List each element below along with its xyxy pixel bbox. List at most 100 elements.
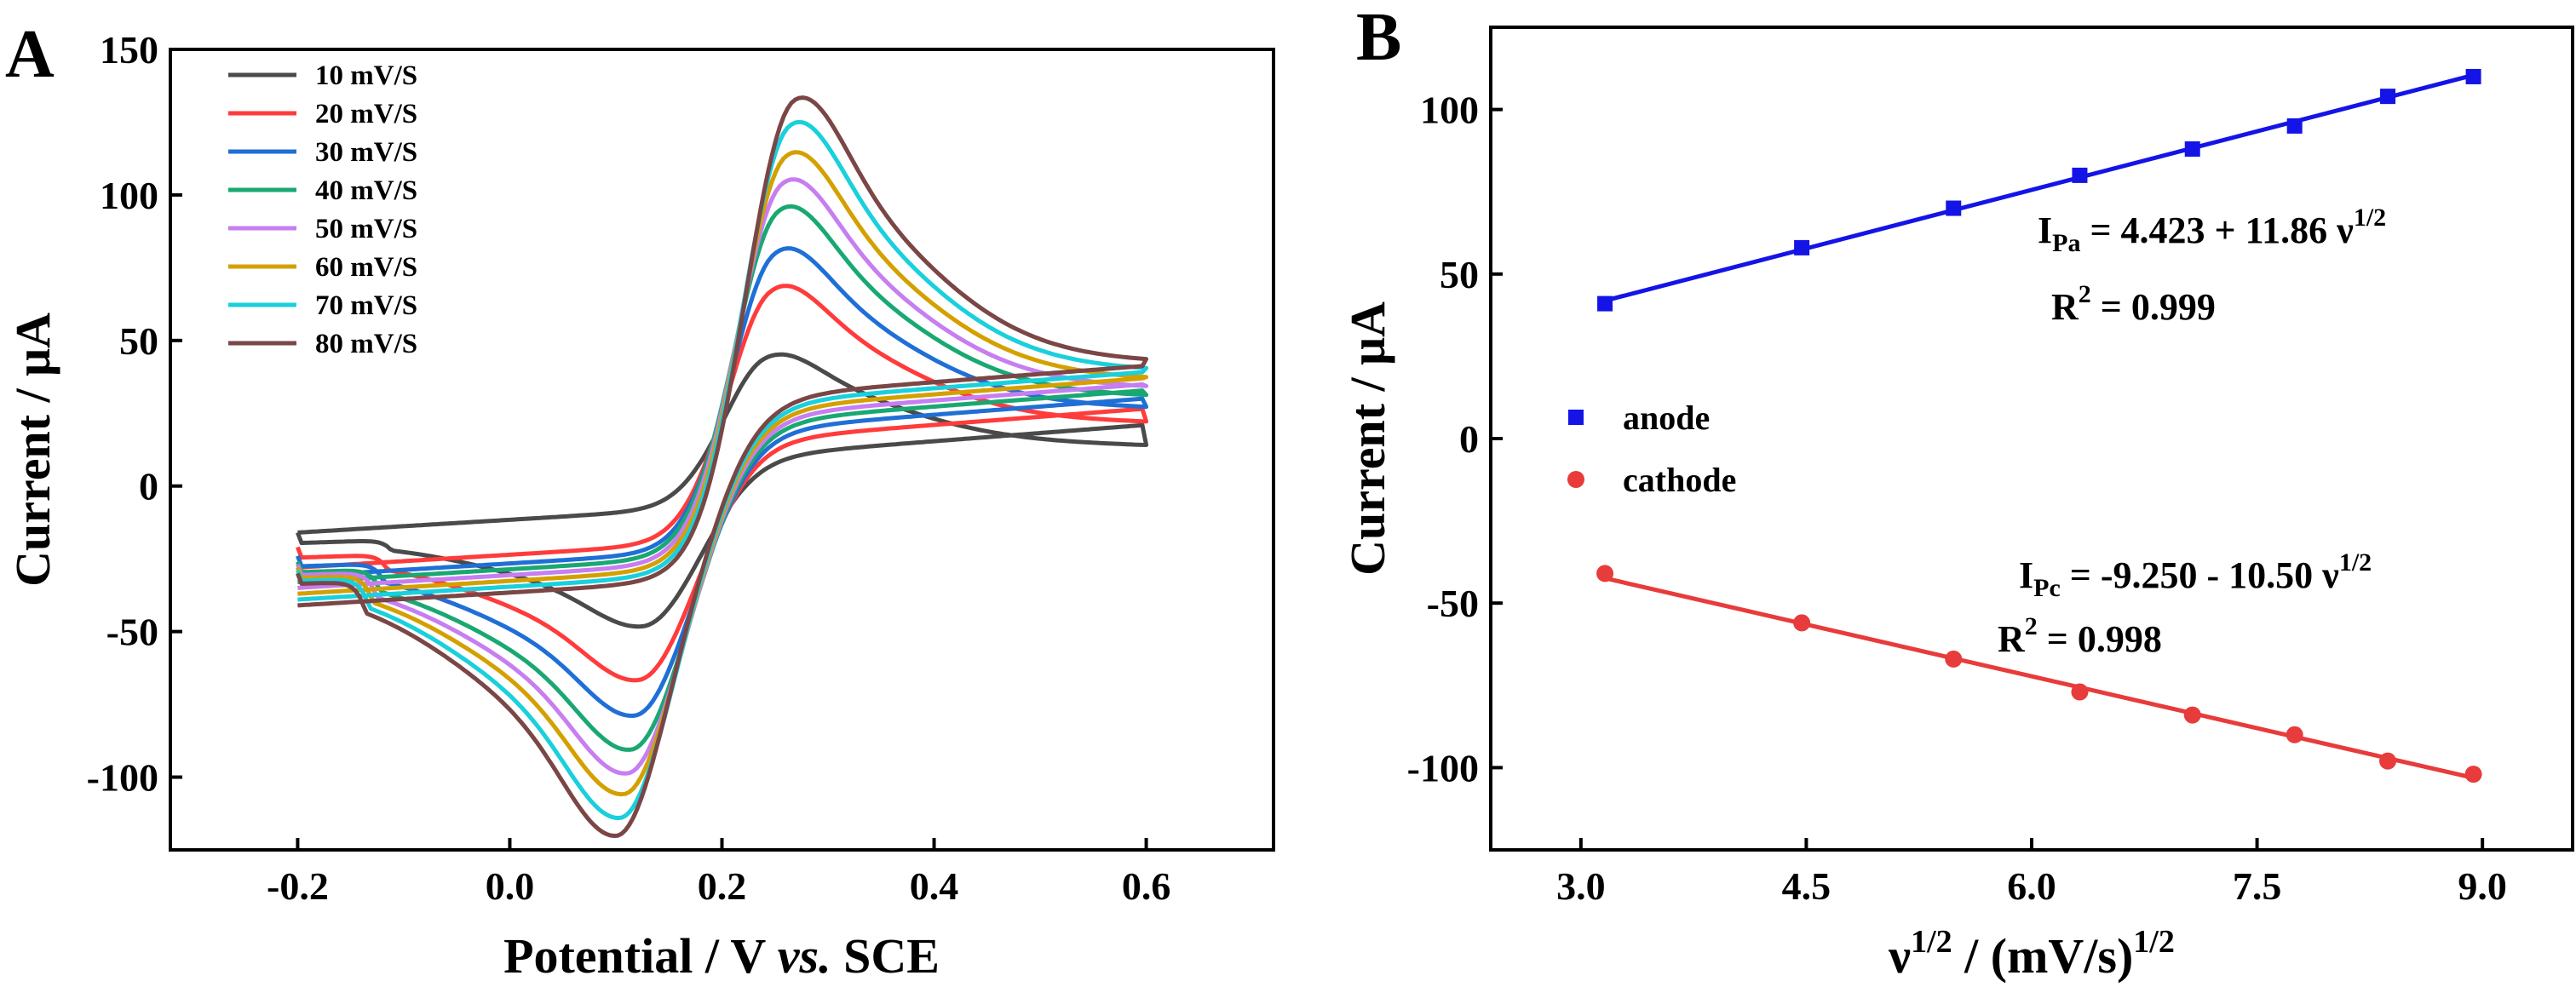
panel-b-x-title-nu: ν [1888,928,1911,984]
legend-label-50-mvs: 50 mV/S [315,214,417,244]
panel-b-y-axis-title: Current / μA [1340,301,1395,576]
panel-b: B 3.0 4.5 6.0 7.5 9.0 -100 -50 0 50 100 anode cat… [1340,0,2574,984]
panel-a-x-axis-title: Potential / V vs. SCE [503,928,940,984]
legend-label-40-mvs: 40 mV/S [315,175,417,206]
panel-b-x-axis-title: ν1/2 / (mV/s)1/2 [1888,924,2175,984]
cv-curve-20-mvs [296,284,1149,683]
cathode-equation: IPc = -9.250 - 10.50 ν1/2 [2019,548,2372,602]
anode-data-point [2072,167,2088,183]
panel-a-x-tick-label: 0.0 [486,864,535,908]
panel-a-y-tick-label: -50 [106,611,158,654]
legend-cathode-label: cathode [1623,461,1736,499]
cv-curve-80-mvs [296,95,1149,838]
legend-label-70-mvs: 70 mV/S [315,290,417,321]
legend-label-20-mvs: 20 mV/S [315,99,417,129]
cathode-r2-r: R [1998,618,2026,660]
anode-eq-sup: 1/2 [2354,204,2386,232]
anode-equation: IPa = 4.423 + 11.86 ν1/2 [2038,204,2386,257]
panel-b-x-title-sup1: 1/2 [1911,924,1952,960]
panel-b-y-ticks: -100 -50 0 50 100 [1407,89,1503,789]
cathode-data-point [1945,650,1963,668]
panel-a-x-axis-title-pre: Potential / V [503,928,778,984]
anode-r2-sup: 2 [2079,280,2091,308]
panel-b-y-tick-label: 0 [1459,417,1479,461]
cv-curve-70-mvs [296,119,1149,821]
panel-a-x-ticks: -0.2 0.0 0.2 0.4 0.6 [267,838,1170,908]
anode-eq-body: = 4.423 + 11.86 ν [2080,209,2354,251]
anode-data-point [2286,118,2303,134]
cathode-eq-body: = -9.250 - 10.50 ν [2061,554,2339,596]
anode-data-point [2380,89,2396,105]
legend-label-60-mvs: 60 mV/S [315,252,417,283]
anode-data-point [1946,200,1962,216]
panel-a-x-axis-title-post: SCE [831,928,940,984]
cathode-eq-sub: Pc [2033,574,2061,602]
panel-a-y-tick-label: 150 [100,28,158,72]
legend-label-10-mvs: 10 mV/S [315,60,417,91]
panel-a-x-tick-label: 0.2 [698,864,747,908]
cathode-data-point [2071,683,2089,701]
panel-b-x-title-mid: / (mV/s) [1952,928,2134,984]
panel-a-y-ticks: -100 -50 0 50 100 150 [87,28,182,800]
legend-label-30-mvs: 30 mV/S [315,137,417,168]
panel-a: A -0.2 0.0 0.2 0.4 0.6 -100 -50 0 50 100 150 10 m… [5,17,1275,984]
anode-r2-r: R [2051,286,2079,328]
cv-curve-30-mvs [296,246,1149,718]
anode-data-point [2184,141,2200,157]
legend-cathode-marker [1567,471,1584,488]
panel-b-fits-and-points [1596,68,2482,783]
anode-r-squared: R2 = 0.999 [2051,280,2216,328]
panel-a-y-tick-label: 50 [119,319,158,363]
cathode-r2-sup: 2 [2025,612,2038,640]
anode-eq-i: I [2038,209,2052,251]
cathode-data-point [2286,726,2303,743]
cathode-data-point [1793,614,1811,632]
panel-b-plot-frame [1489,26,2574,852]
cathode-data-point [2464,766,2482,783]
anode-fit-line [1604,72,2475,303]
cathode-data-point [2183,706,2201,724]
panel-label-b: B [1356,0,1401,75]
panel-b-y-tick-label: 100 [1420,89,1479,132]
panel-a-plot-frame [169,48,1275,852]
panel-b-x-tick-label: 9.0 [2458,864,2507,908]
cathode-r-squared: R2 = 0.998 [1998,612,2162,660]
cathode-eq-sup: 1/2 [2339,548,2372,577]
panel-a-legend: 10 mV/S 20 mV/S 30 mV/S 40 mV/S 50 mV/S 60 mV… [228,60,417,359]
panel-b-y-tick-label: -100 [1407,746,1479,789]
panel-a-y-axis-title: Current / μA [5,313,60,587]
panel-a-x-tick-label: -0.2 [267,864,329,908]
panel-b-y-tick-label: -50 [1427,582,1479,625]
panel-b-legend: anode cathode [1567,399,1736,499]
cv-curve-10-mvs [296,352,1149,629]
panel-a-x-tick-label: 0.4 [910,864,959,908]
anode-data-point [2465,68,2481,84]
panel-a-y-tick-label: -100 [87,756,158,800]
cv-curve-40-mvs [296,204,1149,752]
panel-b-x-tick-label: 6.0 [2007,864,2056,908]
panel-b-x-ticks: 3.0 4.5 6.0 7.5 9.0 [1556,838,2507,908]
cathode-data-point [1596,565,1614,582]
panel-a-x-tick-label: 0.6 [1122,864,1171,908]
anode-data-point [1794,239,1810,255]
panel-b-x-tick-label: 4.5 [1782,864,1831,908]
panel-a-y-tick-label: 0 [139,465,158,508]
panel-b-x-title-sup2: 1/2 [2133,924,2175,960]
legend-label-80-mvs: 80 mV/S [315,329,417,359]
cv-curve-50-mvs [296,177,1149,776]
panel-a-curves [296,95,1149,838]
anode-data-point [1597,296,1613,312]
cathode-eq-i: I [2019,554,2033,596]
panel-a-x-axis-title-vs: vs. [778,928,831,984]
anode-r2-body: = 0.999 [2091,286,2216,328]
panel-a-y-tick-label: 100 [100,174,158,217]
legend-anode-marker [1568,410,1584,425]
cathode-data-point [2379,752,2397,770]
panel-b-x-tick-label: 7.5 [2233,864,2282,908]
anode-eq-sub: Pa [2052,229,2080,257]
cathode-r2-body: = 0.998 [2038,618,2162,660]
legend-anode-label: anode [1623,399,1710,437]
panel-b-x-tick-label: 3.0 [1556,864,1606,908]
panel-b-y-tick-label: 50 [1440,253,1479,296]
